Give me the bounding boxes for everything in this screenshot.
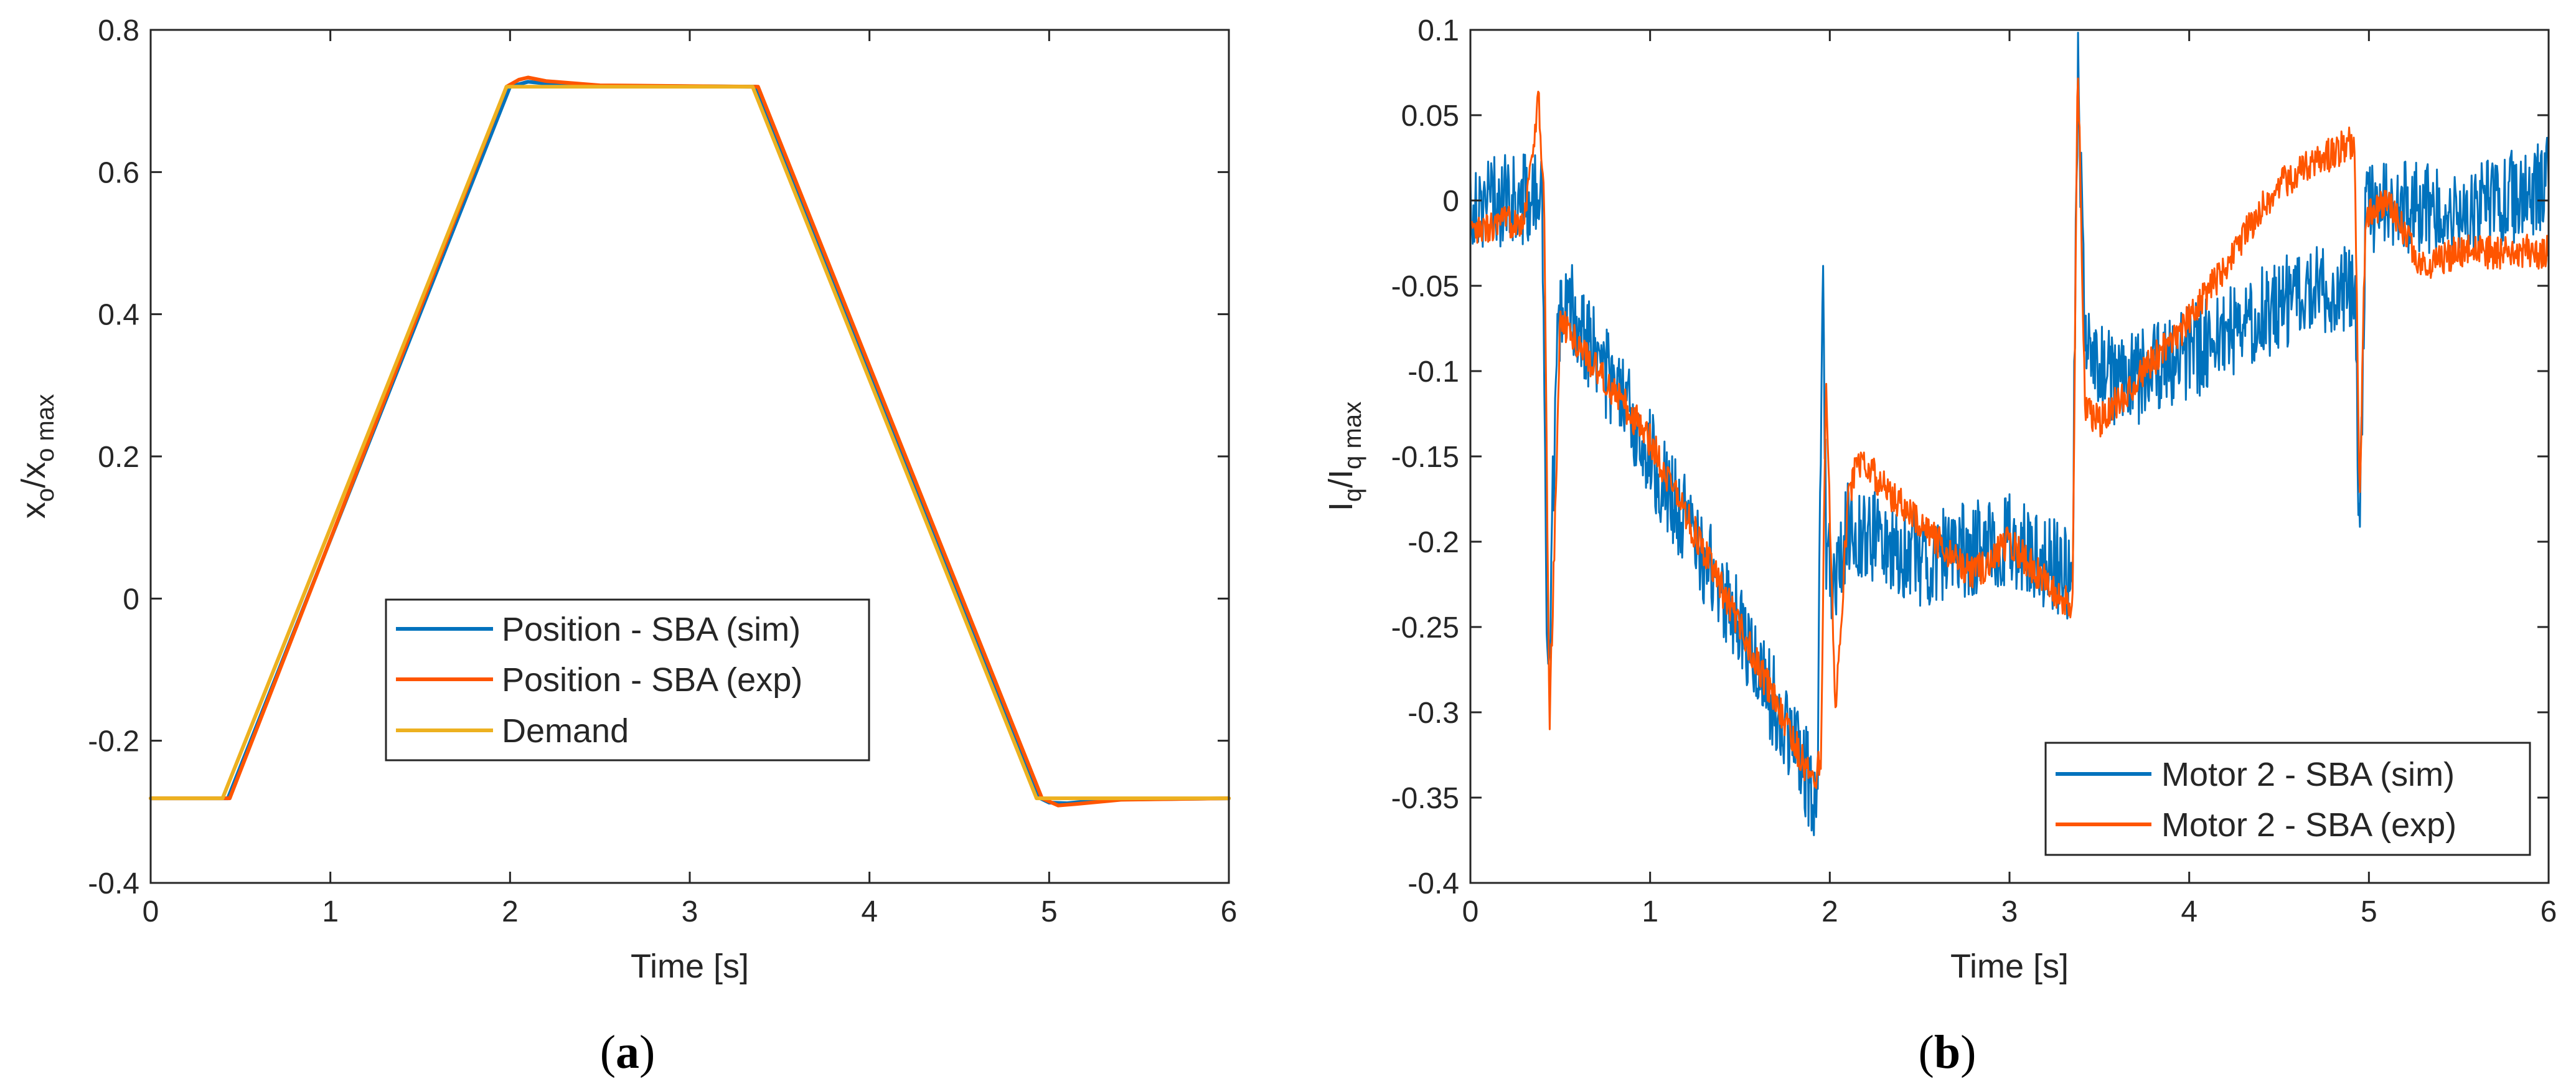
y-label-sub-2: o max: [32, 394, 59, 462]
caption-b: (b): [1919, 1026, 1977, 1078]
y-tick-label: -0.25: [1391, 611, 1459, 644]
legend-label-sim: Motor 2 - SBA (sim): [2161, 756, 2455, 793]
caption-letter: a: [616, 1026, 639, 1078]
y-label-sub-2: q max: [1339, 402, 1366, 469]
y-tick-label: -0.1: [1408, 356, 1459, 389]
x-tick-label: 4: [2181, 895, 2198, 928]
x-tick-label: 6: [2541, 895, 2557, 928]
series-lines: [1469, 32, 2550, 836]
x-axis-label: Time [s]: [631, 948, 749, 985]
caption-open: (: [1919, 1026, 1934, 1078]
x-tick-label: 1: [322, 895, 339, 928]
y-tick-label: 0.2: [98, 441, 139, 474]
y-tick-label: -0.4: [1408, 867, 1459, 900]
x-tick-label: 5: [1041, 895, 1058, 928]
legend: Position - SBA (sim) Position - SBA (exp…: [385, 598, 870, 761]
x-tick-label: 3: [682, 895, 698, 928]
legend-label-exp: Motor 2 - SBA (exp): [2161, 806, 2456, 844]
legend-label-demand: Demand: [502, 712, 629, 750]
y-tick-label: -0.2: [88, 725, 139, 758]
y-tick-label: 0.1: [1417, 14, 1459, 47]
x-tick-label: 0: [1462, 895, 1479, 928]
x-tick-label: 2: [502, 895, 519, 928]
x-tick-label: 2: [1822, 895, 1838, 928]
series-lines: [149, 75, 1231, 808]
y-tick-label: 0: [123, 583, 139, 616]
x-tick-label: 6: [1221, 895, 1238, 928]
y-tick-label: 0.05: [1401, 100, 1459, 133]
y-label-sub: q: [1339, 488, 1366, 502]
caption-a: (a): [600, 1026, 656, 1078]
x-tick-label: 1: [1642, 895, 1658, 928]
y-tick-label: -0.2: [1408, 526, 1459, 559]
y-tick-label: -0.35: [1391, 782, 1459, 815]
y-tick-label: -0.4: [88, 867, 139, 900]
axis-ticks: 0 1 2 3 4 5 6 -0.4 -0.35 -0.3 -0.25 -0.2 -0.15 -0.1 -0…: [1391, 14, 2557, 928]
caption-open: (: [600, 1026, 616, 1078]
legend-label-exp: Position - SBA (exp): [502, 661, 802, 699]
y-tick-label: -0.15: [1391, 441, 1459, 474]
y-label-main: I: [1322, 502, 1360, 511]
y-tick-label: 0.6: [98, 156, 139, 189]
x-tick-label: 5: [2361, 895, 2377, 928]
y-tick-label: 0.8: [98, 14, 139, 47]
axis-ticks: 0 1 2 3 4 5 6 -0.4 -0.2 0 0.2 0.4 0.6 0.8: [88, 14, 1237, 928]
legend-label-sim: Position - SBA (sim): [502, 611, 801, 648]
caption-close: ): [639, 1026, 655, 1078]
caption-close: ): [1960, 1026, 1976, 1078]
y-tick-label: 0.4: [98, 299, 139, 332]
y-tick-label: -0.05: [1391, 270, 1459, 303]
y-axis-label: xo/xo max: [15, 394, 59, 519]
y-label-sub: o: [32, 488, 59, 502]
x-tick-label: 0: [143, 895, 159, 928]
panel-a: 0 1 2 3 4 5 6-0.4-0.200.20.40.60.8 Time [s] xo…: [15, 14, 1237, 1078]
series-line-exp: [1469, 77, 2550, 790]
x-axis-label: Time [s]: [1950, 948, 2069, 985]
y-label-main-2: /x: [15, 462, 52, 488]
series-line-demand: [149, 85, 1231, 801]
legend: Motor 2 - SBA (sim) Motor 2 - SBA (exp): [2044, 742, 2531, 856]
caption-letter: b: [1934, 1026, 1960, 1078]
y-label-main: x: [15, 502, 52, 519]
y-label-main-2: /I: [1322, 469, 1360, 488]
x-tick-label: 4: [861, 895, 878, 928]
y-axis-label: Iq/Iq max: [1322, 402, 1366, 511]
legend-box: [2044, 742, 2531, 856]
x-tick-label: 3: [2001, 895, 2018, 928]
y-tick-label: 0: [1442, 185, 1459, 218]
panel-b: 0 1 2 3 4 5 6 -0.4 -0.35 -0.3 -0.25 -0.2 -0.15 -0.1 -0…: [1322, 14, 2557, 1078]
y-tick-label: -0.3: [1408, 697, 1459, 730]
